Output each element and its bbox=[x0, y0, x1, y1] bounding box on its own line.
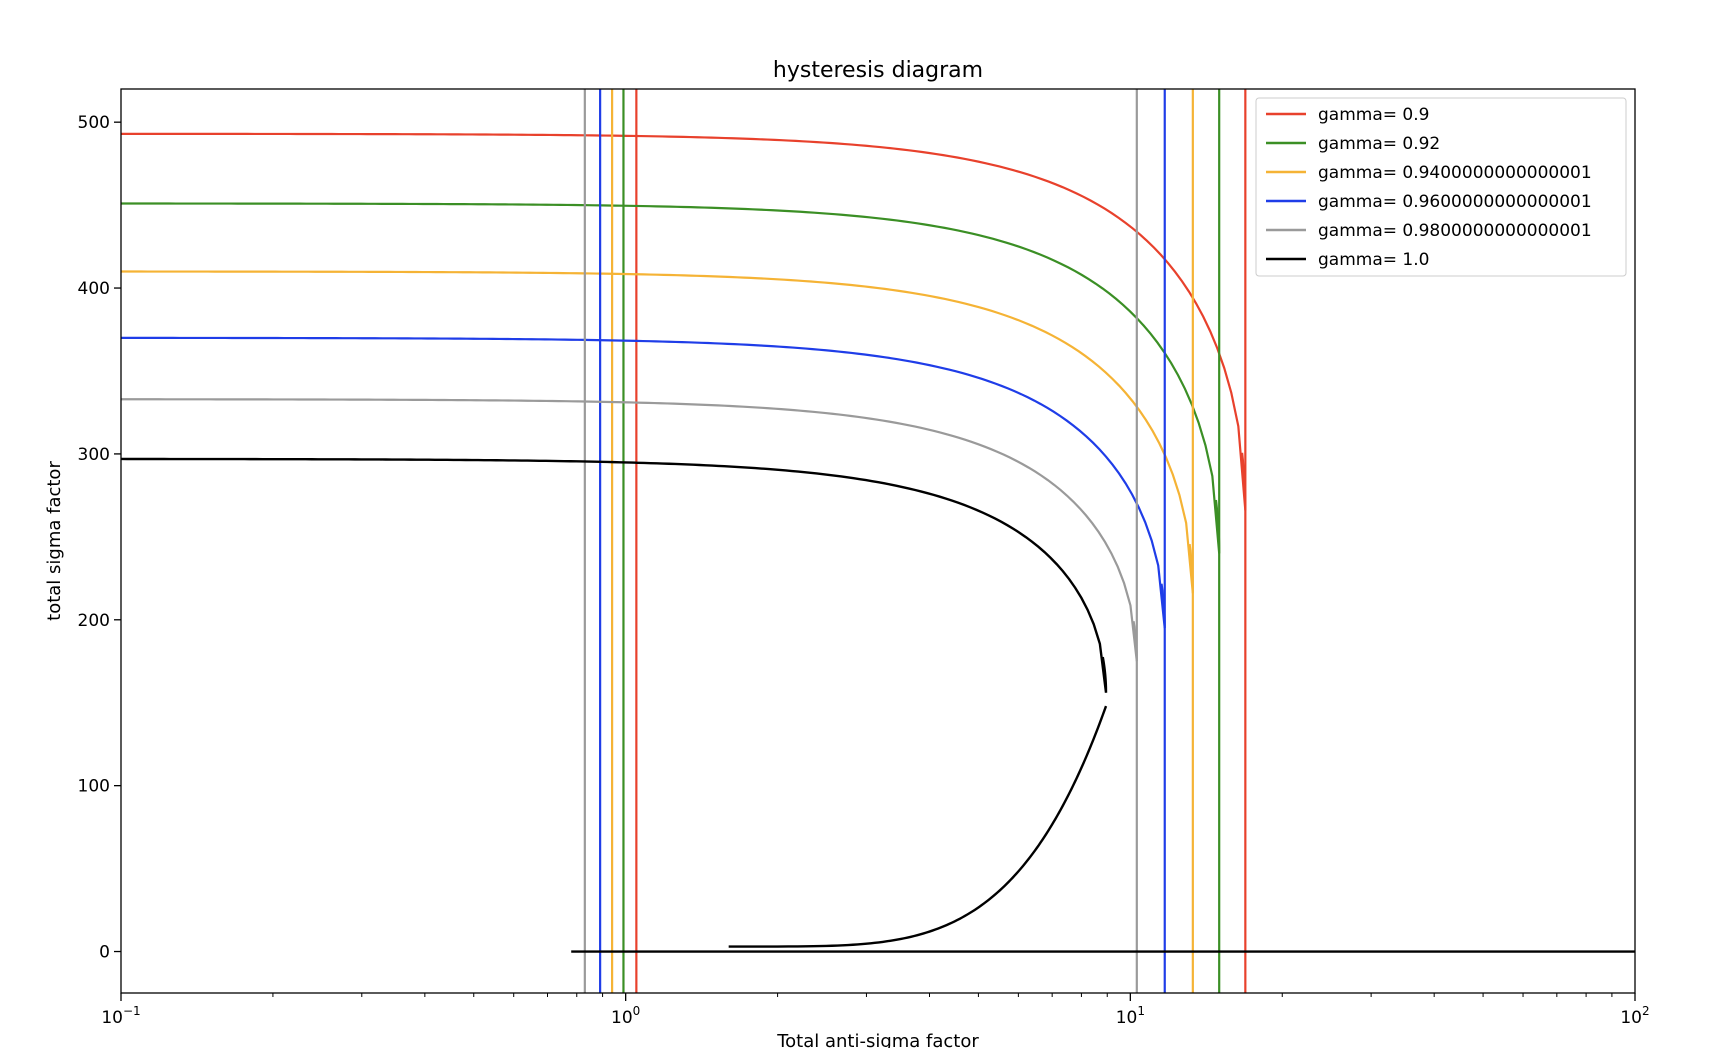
legend-label-5: gamma= 0.9800000000000001 bbox=[1318, 221, 1592, 241]
x-tick-label-2: 100 bbox=[611, 1004, 640, 1028]
series-3-curve bbox=[120, 270, 1194, 594]
legend-box bbox=[1255, 97, 1627, 277]
y-tick-label-200: 200 bbox=[78, 611, 110, 631]
x-axis-ticks: 10−1 100 101 102 bbox=[101, 993, 1650, 1028]
y-tick-label-500: 500 bbox=[78, 113, 110, 133]
series-2-curve bbox=[121, 202, 1221, 554]
y-axis-ticks: 0 100 200 300 400 500 bbox=[78, 113, 121, 963]
series-6-upper-curve bbox=[120, 457, 1108, 693]
legend-label-1: gamma= 0.9 bbox=[1318, 105, 1429, 125]
series-1-curve bbox=[121, 132, 1247, 511]
legend: gamma= 0.9 gamma= 0.92 gamma= 0.9400000000… bbox=[1255, 97, 1627, 277]
series-layer bbox=[120, 89, 1635, 993]
series-4-curve bbox=[121, 336, 1166, 629]
legend-label-3: gamma= 0.9400000000000001 bbox=[1318, 163, 1592, 183]
y-tick-label-0: 0 bbox=[99, 943, 110, 963]
x-tick-label-3: 101 bbox=[1116, 1004, 1145, 1028]
x-tick-label-1: 10−1 bbox=[101, 1004, 140, 1028]
x-tick-label-4: 102 bbox=[1620, 1004, 1649, 1028]
legend-label-6: gamma= 1.0 bbox=[1318, 250, 1429, 270]
y-axis-label: total sigma factor bbox=[44, 461, 65, 621]
chart-title: hysteresis diagram bbox=[773, 58, 983, 83]
y-tick-label-300: 300 bbox=[78, 445, 110, 465]
legend-label-2: gamma= 0.92 bbox=[1318, 134, 1440, 154]
y-tick-label-100: 100 bbox=[78, 777, 110, 797]
plot-frame bbox=[120, 88, 1636, 994]
series-6-lower-curve bbox=[728, 705, 1108, 948]
series-5-curve bbox=[121, 398, 1138, 662]
y-tick-label-400: 400 bbox=[78, 279, 110, 299]
x-axis-label: Total anti-sigma factor bbox=[776, 1031, 979, 1048]
legend-label-4: gamma= 0.9600000000000001 bbox=[1318, 192, 1592, 212]
